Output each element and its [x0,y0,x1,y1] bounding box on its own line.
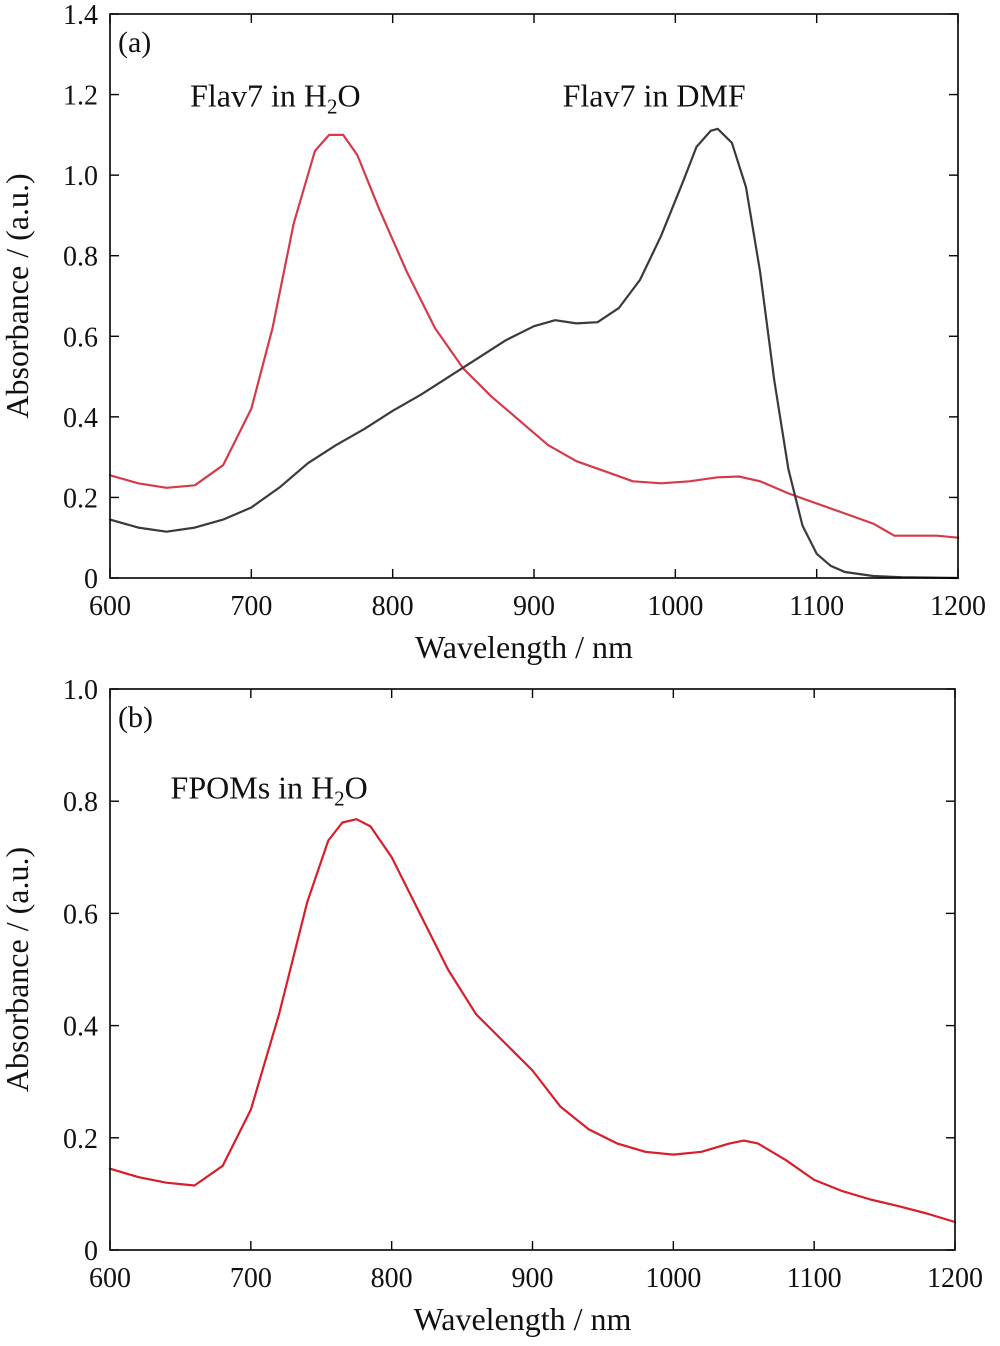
x-tick-label: 1000 [645,1263,701,1294]
y-tick-label: 0 [84,1236,98,1267]
x-tick-label: 600 [89,591,131,622]
x-tick-label: 900 [512,1263,554,1294]
annotation-text: Flav7 in DMF [563,78,746,114]
y-tick-label: 0.8 [63,787,98,818]
x-axis-title: Wavelength / nm [415,629,633,665]
x-tick-label: 1200 [927,1263,983,1294]
series-annotation: FPOMs in H2O [171,769,368,810]
x-tick-label: 800 [372,591,414,622]
x-tick-label: 700 [230,1263,272,1294]
series-line-1 [108,133,960,539]
panel-label: (b) [118,701,153,734]
x-tick-label: 600 [89,1263,131,1294]
y-tick-label: 0.8 [63,242,98,273]
annotation-text-tail: O [345,769,368,805]
y-tick-label: 0.4 [63,1012,98,1043]
series-annotation: Flav7 in DMF [563,78,746,114]
y-tick-label: 1.4 [63,0,98,31]
y-tick-label: 0.2 [63,1124,98,1155]
x-tick-label: 900 [513,591,555,622]
annotation-subscript: 2 [327,95,338,119]
y-tick-label: 1.0 [63,675,98,706]
y-tick-label: 0 [84,564,98,595]
annotation-text-tail: O [338,78,361,114]
x-tick-label: 1200 [930,591,986,622]
series-annotation: Flav7 in H2O [190,78,361,119]
x-tick-label: 1100 [789,591,844,622]
y-tick-label: 0.6 [63,322,98,353]
y-tick-label: 0.6 [63,899,98,930]
x-tick-label: 800 [371,1263,413,1294]
x-tick-label: 1100 [787,1263,842,1294]
annotation-subscript: 2 [334,786,345,810]
y-tick-label: 0.4 [63,403,98,434]
chart-panel-a: 600 700 800 900 1000 1100 1200 0 0.2 0.4 0.6 0.8 1.0… [0,0,986,665]
annotation-text: Flav7 in H [190,78,327,114]
y-axis-title: Absorbance / (a.u.) [0,847,35,1092]
panel-label: (a) [118,26,151,59]
series-line-2 [108,127,960,580]
x-tick-label: 700 [230,591,272,622]
x-axis-title: Wavelength / nm [414,1301,632,1337]
y-axis-title: Absorbance / (a.u.) [0,173,35,418]
chart-panel-b: 600 700 800 900 1000 1100 1200 0 0.2 0.4 0.6 0.8 1.0… [0,675,983,1337]
series-line-1 [108,818,957,1224]
y-tick-label: 1.2 [63,81,98,112]
y-tick-label: 1.0 [63,161,98,192]
x-tick-label: 1000 [647,591,703,622]
y-tick-label: 0.2 [63,483,98,514]
annotation-text: FPOMs in H [171,769,335,805]
